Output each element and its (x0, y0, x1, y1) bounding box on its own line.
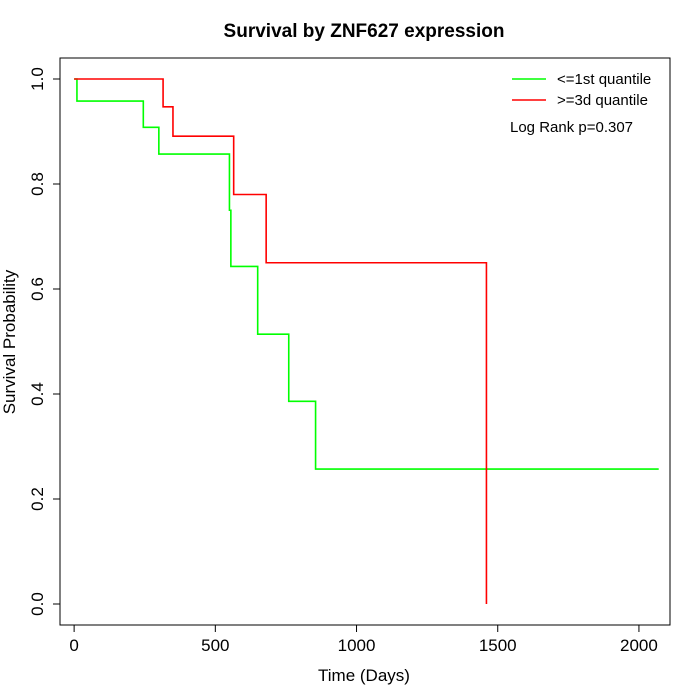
legend: <=1st quantile >=3d quantile (512, 71, 651, 109)
y-tick-label: 0.6 (28, 277, 47, 301)
x-axis: 0 500 1000 1500 2000 (69, 624, 658, 655)
x-axis-label: Time (Days) (318, 666, 410, 685)
plot-area-frame (59, 57, 671, 626)
y-tick-label: 1.0 (28, 67, 47, 91)
y-tick-label: 0.4 (28, 382, 47, 406)
survival-curve-low-quantile (74, 78, 659, 470)
legend-label-low-quantile: <=1st quantile (557, 71, 651, 88)
y-tick-label: 0.2 (28, 487, 47, 511)
survival-curve-high-quantile (74, 78, 488, 604)
y-axis-label: Survival Probability (0, 269, 19, 414)
chart-title: Survival by ZNF627 expression (224, 21, 505, 42)
legend-label-high-quantile: >=3d quantile (557, 92, 648, 109)
x-tick-label: 2000 (620, 636, 658, 655)
series-layer (74, 78, 659, 604)
x-tick-label: 1500 (479, 636, 517, 655)
x-tick-label: 500 (201, 636, 229, 655)
y-axis: 0.0 0.2 0.4 0.6 0.8 1.0 (28, 67, 61, 616)
x-tick-label: 0 (69, 636, 78, 655)
y-tick-label: 0.8 (28, 172, 47, 196)
log-rank-annotation: Log Rank p=0.307 (510, 119, 633, 136)
x-tick-label: 1000 (338, 636, 376, 655)
y-tick-label: 0.0 (28, 592, 47, 616)
